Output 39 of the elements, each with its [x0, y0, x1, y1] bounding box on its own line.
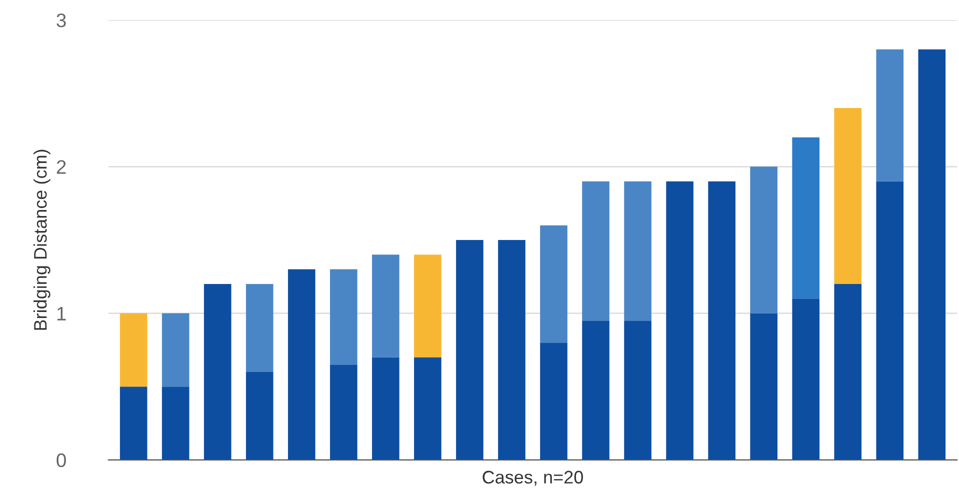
- bar: [582, 181, 610, 321]
- bar: [414, 254, 442, 358]
- y-axis-title: Bridging Distance (cm): [34, 150, 50, 330]
- bar: [372, 357, 400, 460]
- bar: [120, 313, 148, 387]
- bar: [750, 313, 778, 460]
- bar: [792, 137, 820, 299]
- bar: [330, 364, 358, 460]
- bar: [666, 181, 694, 460]
- bar: [750, 166, 778, 314]
- bar: [918, 49, 946, 460]
- y-tick-label: 3: [56, 14, 66, 28]
- bar: [834, 284, 862, 460]
- bar: [624, 320, 652, 460]
- bar: [540, 225, 568, 343]
- bar: [582, 320, 610, 460]
- y-tick-label: 1: [57, 306, 66, 320]
- bar: [498, 240, 526, 460]
- bar: [120, 386, 148, 460]
- x-axis-title: Cases, n=20: [482, 470, 583, 486]
- bar: [792, 298, 820, 460]
- y-tick-label: 2: [56, 160, 66, 174]
- bar: [456, 240, 484, 460]
- bar: [876, 49, 904, 182]
- bar: [414, 357, 442, 460]
- bar: [834, 108, 862, 284]
- bar: [708, 181, 736, 460]
- bar: [204, 284, 232, 460]
- bar: [162, 313, 190, 387]
- bar: [288, 269, 316, 460]
- bar: [246, 372, 274, 460]
- bar: [372, 254, 400, 358]
- y-tick-label: 0: [56, 453, 66, 468]
- bar: [330, 269, 358, 365]
- bar: [246, 284, 274, 372]
- bar: [624, 181, 652, 321]
- bar: [162, 386, 190, 460]
- bar: [540, 342, 568, 460]
- bar: [876, 181, 904, 460]
